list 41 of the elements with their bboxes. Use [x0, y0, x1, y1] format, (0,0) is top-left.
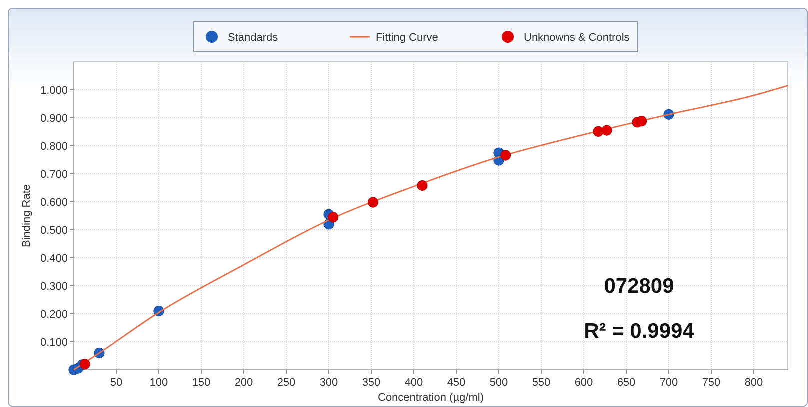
legend-label: Unknowns & Controls: [524, 32, 630, 44]
y-tick-label: 0.500: [40, 225, 68, 237]
y-tick-label: 0.400: [40, 253, 68, 265]
x-tick-label: 700: [660, 377, 678, 389]
point: [417, 180, 428, 192]
y-tick-label: 0.200: [40, 309, 68, 321]
x-tick-label: 750: [702, 377, 721, 389]
annotation: 072809: [604, 275, 674, 298]
x-tick-label: 400: [404, 377, 424, 389]
y-axis-title: Binding Rate: [21, 184, 33, 248]
point: [368, 197, 378, 208]
point: [500, 150, 512, 161]
x-tick-label: 650: [617, 377, 636, 389]
point: [80, 359, 90, 370]
x-tick-label: 200: [234, 377, 254, 389]
y-tick-label: 0.300: [40, 281, 68, 293]
y-tick-label: 0.100: [40, 337, 68, 349]
y-tick-label: 0.900: [40, 113, 68, 125]
x-tick-label: 300: [320, 377, 338, 389]
x-tick-label: 450: [447, 377, 466, 389]
x-axis-title: Concentration (µg/ml): [378, 392, 484, 404]
point: [593, 126, 604, 138]
x-tick-label: 550: [532, 377, 551, 389]
legend-label: Standards: [228, 32, 279, 44]
x-tick-label: 50: [110, 377, 123, 389]
y-tick-label: 0.600: [40, 197, 68, 209]
legend-label: Fitting Curve: [376, 32, 438, 44]
x-tick-label: 250: [277, 377, 296, 389]
y-tick-label: 0.800: [40, 141, 68, 153]
x-tick-label: 600: [574, 377, 594, 389]
x-tick-label: 800: [744, 377, 764, 389]
point: [602, 125, 612, 136]
point: [328, 212, 339, 223]
y-tick-label: 1.000: [40, 85, 68, 97]
point: [636, 116, 648, 127]
x-tick-label: 150: [192, 377, 211, 389]
x-tick-label: 100: [150, 377, 168, 389]
y-tick-label: 0.700: [40, 169, 68, 181]
x-tick-label: 350: [362, 377, 381, 389]
annotation: R² = 0.9994: [584, 320, 695, 343]
x-tick-label: 500: [490, 377, 508, 389]
